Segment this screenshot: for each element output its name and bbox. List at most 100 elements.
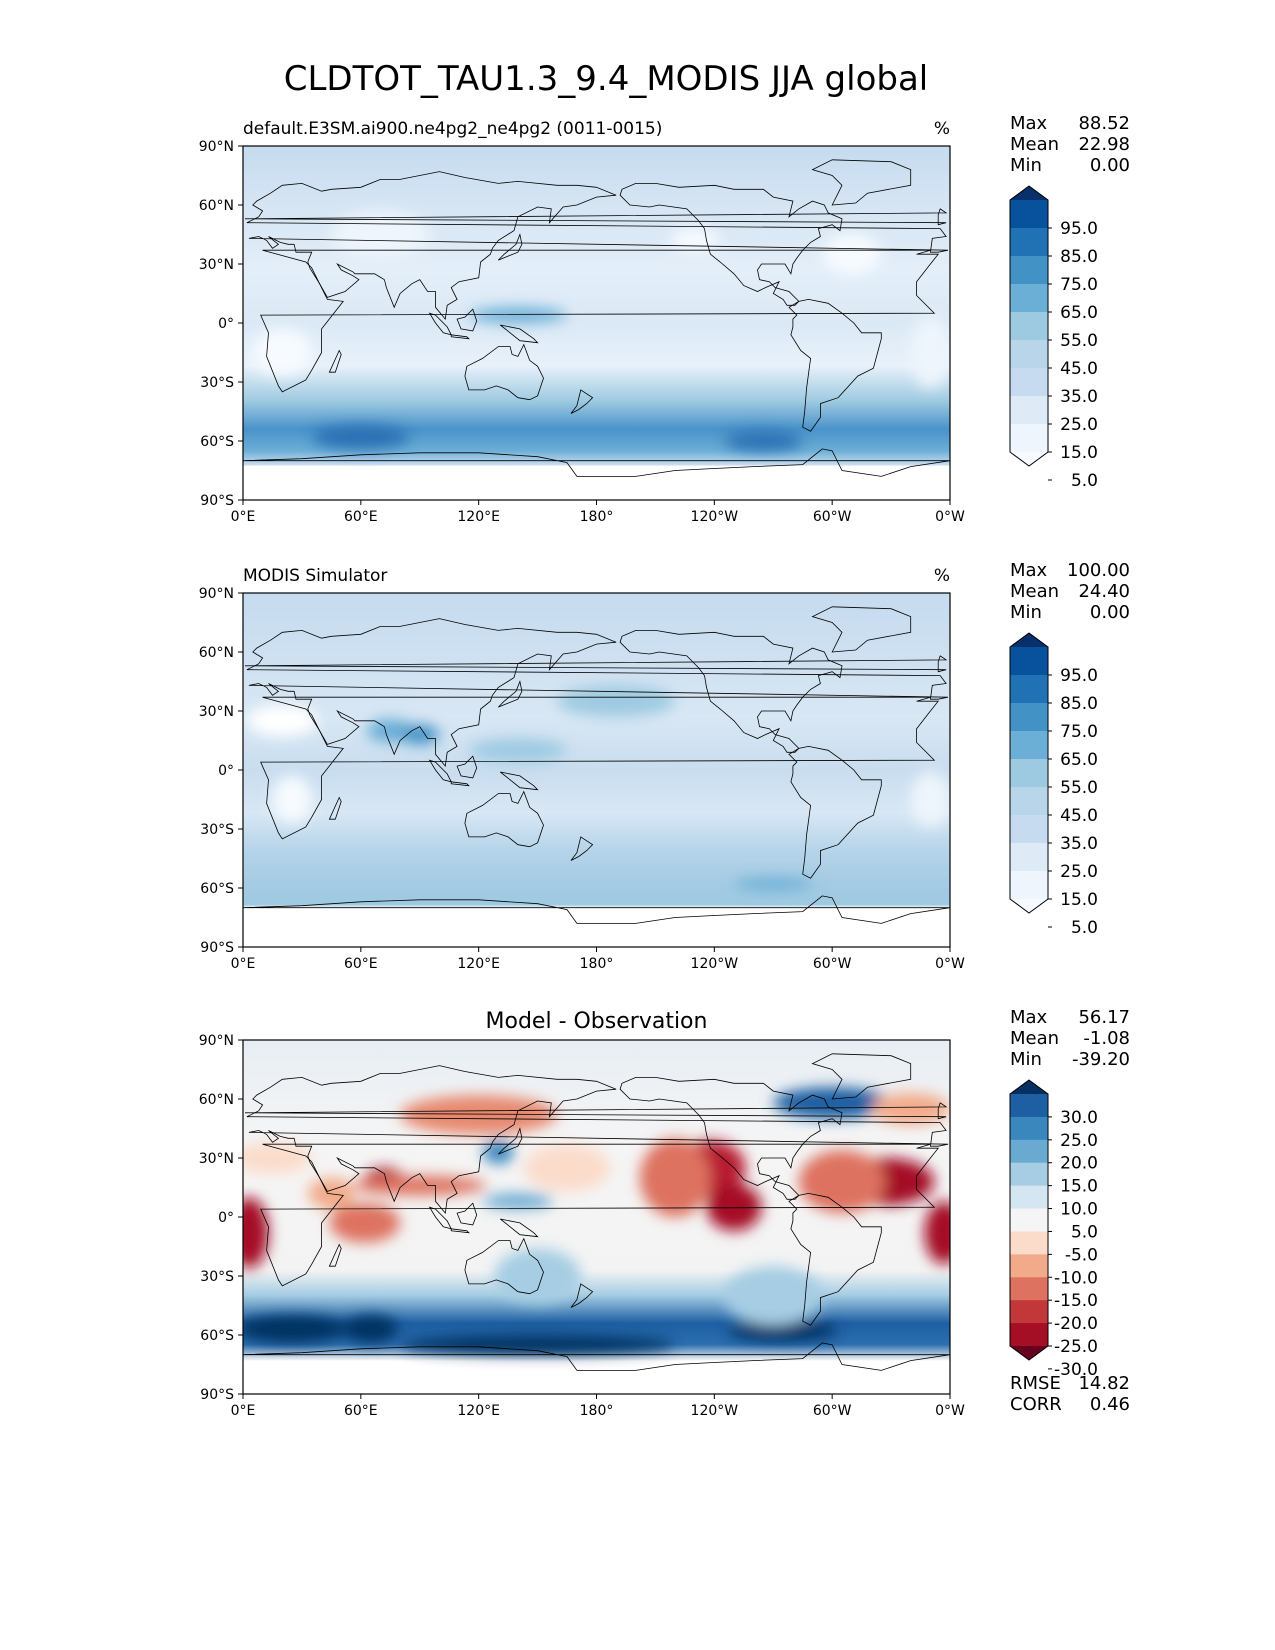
field-blob (798, 1150, 886, 1214)
stat-label: Min (1010, 155, 1042, 176)
coastline (500, 771, 539, 791)
stats-block: Max 56.17 Mean -1.08 Min -39.20 (1010, 1007, 1130, 1070)
colorbar-segment (1010, 731, 1048, 760)
colorbar-segment (1010, 787, 1048, 816)
lat-tick-label: 90°N (199, 1033, 234, 1049)
coastline (811, 159, 912, 206)
field-blob (343, 1315, 399, 1343)
lat-tick-label: 0° (218, 316, 234, 332)
panel-units: % (934, 119, 950, 139)
lat-tick-label: 30°S (200, 822, 234, 838)
field-blob (468, 307, 568, 323)
field-blob (671, 228, 719, 253)
lon-tick-label: 120°E (457, 1403, 500, 1419)
coastline (464, 1237, 544, 1295)
colorbar-label: 15.0 (1060, 1177, 1098, 1197)
colorbar: 95.0 85.0 75.0 65.0 55.0 45.0 35.0 25.0 15.0 5.0 (1009, 185, 1098, 491)
coastline (450, 334, 470, 340)
lat-tick-label: 90°S (200, 493, 234, 509)
stat-value: 0.46 (1090, 1394, 1130, 1415)
colorbar-outline (1009, 185, 1049, 467)
colorbar-segment (1010, 815, 1048, 844)
field-blob (400, 1095, 558, 1135)
stat-value: 0.00 (1090, 602, 1130, 623)
field-blob (243, 1142, 312, 1174)
colorbar-label: 95.0 (1060, 219, 1098, 239)
coastline (570, 836, 594, 861)
colorbar-segment (1010, 1162, 1048, 1187)
panel-title: Model - Observation (486, 1009, 708, 1034)
field-blob (311, 425, 410, 449)
stats-block: Max 100.00 Mean 24.40 Min 0.00 (1010, 560, 1130, 623)
colorbar-segment (1010, 368, 1048, 397)
lon-tick-label: 120°W (691, 956, 739, 972)
panel-title: MODIS Simulator (243, 566, 387, 586)
lat-tick-label: 90°N (199, 139, 234, 155)
colorbar-segment (1010, 1208, 1048, 1232)
coastline (811, 606, 912, 653)
lat-tick-label: 90°S (200, 940, 234, 956)
coastline (788, 745, 882, 879)
colorbar-label: 45.0 (1060, 806, 1098, 826)
coastline (246, 1065, 949, 1215)
colorbar-label: 25.0 (1060, 862, 1098, 882)
stat-label: CORR (1010, 1394, 1062, 1415)
lon-tick-label: 0°W (935, 956, 965, 972)
coastline (456, 308, 478, 332)
colorbar-label: 85.0 (1060, 247, 1098, 267)
colorbar-label: 65.0 (1060, 750, 1098, 770)
lat-tick-label: 30°N (199, 704, 234, 720)
lon-tick-label: 60°E (344, 1403, 378, 1419)
colorbar-label: 15.0 (1060, 890, 1098, 910)
colorbar-extend-top (1010, 186, 1048, 200)
map-field (243, 593, 950, 947)
stat-value: 0.00 (1090, 155, 1130, 176)
colorbar-label: -30.0 (1054, 1360, 1098, 1380)
stat-value: -1.08 (1083, 1028, 1130, 1049)
coastline (788, 1192, 882, 1326)
colorbar-segment (1010, 1231, 1048, 1255)
colorbar-extend-bottom (1010, 452, 1048, 466)
colorbar-segment (1010, 200, 1048, 229)
map-panel-1: 90°N 60°N 30°N 0° 30°S 60°S 90°S0°E 60°E 120°E 18… (199, 113, 1130, 525)
stat-value: 100.00 (1067, 560, 1130, 581)
colorbar-label: -15.0 (1054, 1291, 1098, 1311)
field-blob (557, 685, 676, 717)
colorbar-label: 75.0 (1060, 722, 1098, 742)
colorbar-label: 65.0 (1060, 303, 1098, 323)
field-blob (494, 1248, 581, 1304)
field-blob (243, 1197, 269, 1269)
field-blob (724, 1266, 823, 1326)
colorbar-segment (1010, 1094, 1048, 1118)
stats-block: Max 88.52 Mean 22.98 Min 0.00 (1010, 113, 1130, 176)
lat-tick-label: 90°S (200, 1387, 234, 1403)
colorbar-label: 20.0 (1060, 1154, 1098, 1174)
colorbar-label: 10.0 (1060, 1200, 1098, 1220)
coastline (246, 171, 949, 321)
stat-label: RMSE (1010, 1373, 1061, 1394)
colorbar: 30.0 25.0 20.0 15.0 10.05.0 -5.0 -10.0 -15.0 -20… (1009, 1079, 1098, 1380)
figure-title: CLDTOT_TAU1.3_9.4_MODIS JJA global (284, 59, 929, 99)
field-blob (910, 771, 950, 828)
map-panels: 90°N60°N30°N0°30°S60°S90°S0°E 60°E 120°E 18… (199, 113, 1130, 1419)
colorbar-segment (1010, 1185, 1048, 1210)
field-blob (910, 317, 950, 388)
colorbar-segment (1010, 228, 1048, 257)
field-blob (733, 878, 813, 890)
colorbar-label: 5.0 (1071, 1222, 1098, 1242)
field-blob (706, 1183, 762, 1231)
coastline (500, 324, 539, 344)
panel-units: % (934, 566, 950, 586)
coastline (450, 1228, 470, 1234)
lon-tick-label: 0°E (231, 956, 256, 972)
coastline (811, 1053, 912, 1100)
colorbar-segment (1010, 396, 1048, 425)
colorbar-label: -20.0 (1054, 1314, 1098, 1334)
field-blob (822, 234, 882, 274)
colorbar-label: -10.0 (1054, 1268, 1098, 1288)
coastline (619, 1077, 843, 1200)
field-blob (307, 1177, 355, 1210)
colorbar-label: 55.0 (1060, 331, 1098, 351)
colorbar-segment (1010, 256, 1048, 285)
coastlines (243, 159, 950, 477)
